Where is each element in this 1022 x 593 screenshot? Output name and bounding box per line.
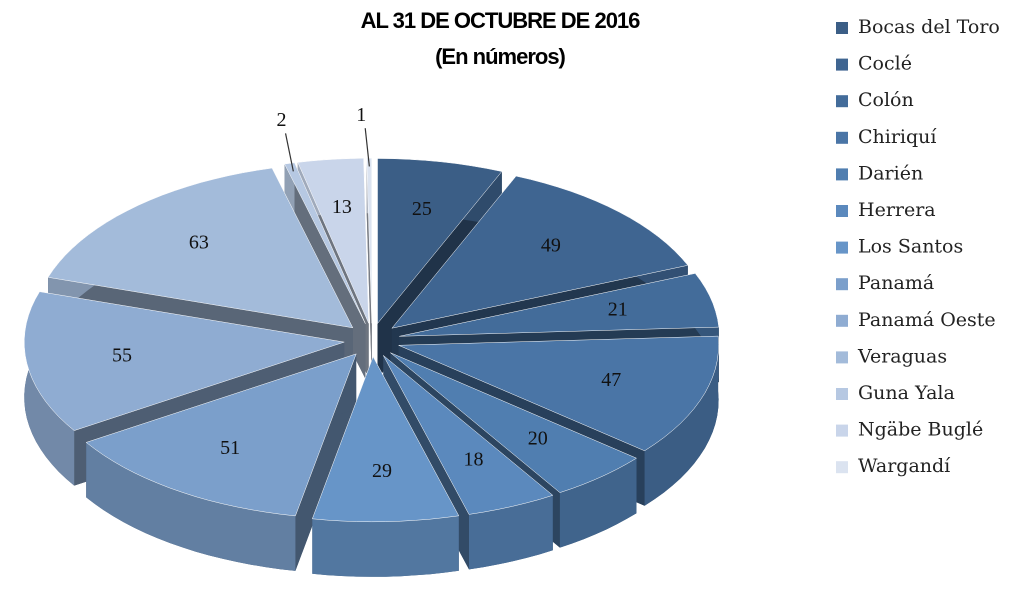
legend-label: Wargandí [858, 455, 951, 477]
data-label: 21 [608, 298, 628, 320]
data-label: 29 [372, 460, 392, 482]
legend-label: Colón [858, 89, 914, 111]
legend-label: Darién [858, 162, 923, 184]
data-label: 55 [112, 344, 132, 366]
legend-swatch [836, 58, 848, 71]
data-label: 20 [528, 427, 548, 449]
chart-subtitle: (En números) [435, 44, 565, 69]
legend: Bocas del Toro Coclé Colón Chiriquí Darién He… [836, 16, 1000, 477]
legend-swatch [836, 314, 848, 327]
pie-tops: 25 49 21 47 20 18 29 51 55 63 2 13 1 [24, 104, 720, 523]
legend-label: Herrera [858, 199, 936, 221]
legend-label: Veraguas [857, 345, 947, 367]
slice [399, 273, 720, 337]
legend-label: Panamá [858, 272, 934, 294]
slice [366, 157, 373, 324]
legend-swatch [836, 388, 848, 400]
legend-swatch [836, 461, 848, 474]
slice-side [559, 458, 637, 548]
legend-swatch [836, 241, 848, 254]
slice [390, 352, 638, 493]
chart-title: AL 31 DE OCTUBRE DE 2016 [361, 8, 641, 33]
slice-side [312, 515, 459, 577]
data-label: 13 [332, 196, 352, 218]
legend-label: Los Santos [858, 236, 963, 258]
legend-label: Panamá Oeste [858, 309, 996, 331]
legend-swatch [836, 205, 848, 217]
legend-swatch [836, 131, 848, 144]
legend-swatch [836, 22, 848, 34]
slice [377, 158, 503, 325]
leader-line [364, 128, 370, 167]
legend-label: Ngäbe Buglé [858, 419, 983, 441]
legend-swatch [836, 278, 848, 291]
legend-swatch [836, 351, 848, 364]
data-label: 18 [464, 449, 484, 471]
slice-side [86, 442, 296, 571]
data-label: 47 [601, 369, 621, 391]
slice [297, 158, 369, 324]
slice [391, 175, 689, 329]
slice [85, 353, 357, 517]
data-label: 1 [356, 104, 366, 126]
slice [24, 291, 345, 431]
data-label: 51 [220, 437, 240, 459]
slice [398, 335, 719, 452]
slice-side [469, 495, 553, 570]
legend-label: Guna Yala [858, 382, 955, 404]
leader-line [284, 133, 294, 172]
data-label: 63 [189, 231, 209, 253]
data-label: 2 [277, 109, 287, 131]
legend-swatch [836, 168, 848, 181]
slice [311, 356, 460, 523]
data-label: 49 [541, 234, 561, 256]
legend-label: Coclé [858, 53, 912, 75]
slice [47, 167, 354, 329]
legend-label: Bocas del Toro [858, 16, 1000, 38]
legend-label: Chiriquí [858, 126, 937, 148]
legend-swatch [836, 95, 848, 108]
slice-side [644, 336, 719, 506]
data-label: 25 [412, 198, 432, 220]
slice [383, 355, 554, 515]
legend-swatch [836, 424, 848, 437]
slice [284, 162, 366, 324]
